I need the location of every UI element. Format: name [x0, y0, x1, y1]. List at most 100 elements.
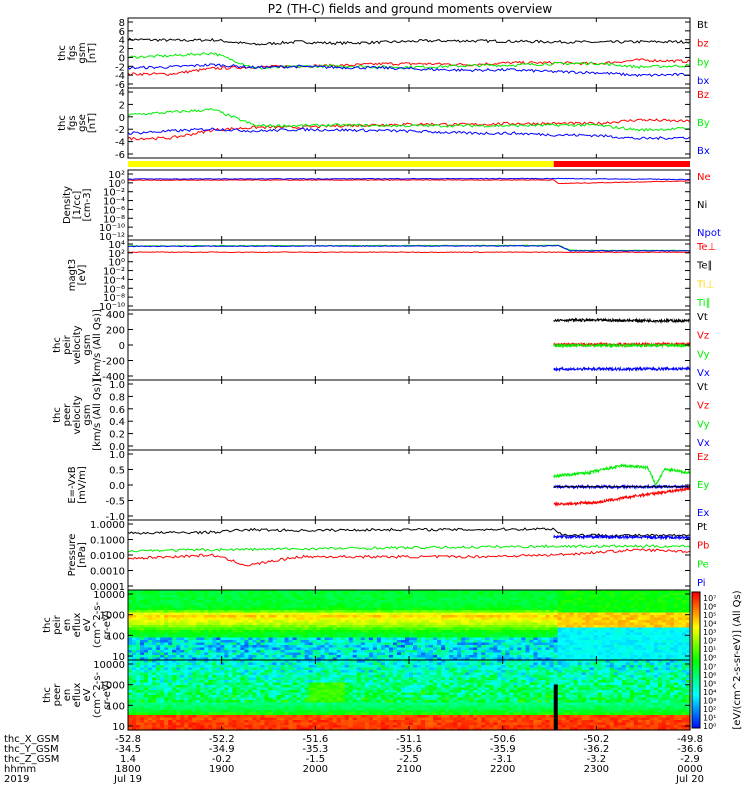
- y-tick-label: -2: [115, 125, 125, 136]
- legend-Vy: Vy: [697, 419, 710, 430]
- panel-peer-eflux: 10000 1000 100 10 thc peer en eflux eV (cm^2-s-sr…: [42, 659, 691, 733]
- colorbar-tick-label: 10¹: [703, 645, 716, 654]
- y-tick-label: 0.0010: [90, 567, 125, 578]
- y-tick-label: 400: [106, 310, 125, 321]
- legend-bz: bz: [697, 39, 709, 50]
- y-tick-label: 0.2: [109, 430, 125, 441]
- y-label-line: [nT]: [87, 113, 98, 133]
- colorbar-label: [eV/(cm^2-s-sr-eV)] (All Qs): [732, 590, 743, 729]
- colorbar-tick-label: 10²: [703, 637, 716, 646]
- x-row-label: hhmm: [4, 764, 36, 775]
- y-tick-label: -2: [115, 62, 125, 73]
- colorbar-tick-label: 10²: [703, 705, 716, 714]
- colorbar-tick-label: 10⁶: [703, 603, 716, 612]
- colorbar-tick-label: 10⁴: [703, 620, 716, 629]
- y-label-line: gse: [77, 114, 88, 132]
- series-Pe: [127, 544, 691, 553]
- x-col-value: -49.8: [677, 734, 703, 745]
- panel-density: 10²10⁰10⁻²10⁻⁴10⁻⁶10⁻⁸10⁻¹⁰10⁻¹²Density[…: [62, 169, 721, 243]
- legend-By: By: [697, 118, 710, 129]
- series-by: [127, 52, 691, 70]
- x-col-value: -2.9: [680, 754, 700, 765]
- series-Bx: [127, 127, 691, 141]
- legend-Ne: Ne: [697, 172, 711, 183]
- panel-frame: [127, 379, 691, 451]
- y-label-line: thc: [57, 115, 68, 131]
- y-label-line: eflux: [72, 683, 83, 708]
- panel-peir-eflux: 10000 1000 100 10 thc peir en eflux eV (cm^2-s-sr…: [42, 589, 691, 663]
- y-label-line: en: [62, 689, 73, 702]
- x-col-value: -3.2: [587, 754, 607, 765]
- legend-Ey: Ey: [697, 480, 709, 491]
- legend-Ex: Ex: [697, 508, 709, 519]
- x-col-value: 0000: [677, 764, 702, 775]
- y-label-line: peer: [52, 683, 63, 707]
- legend-Vy: Vy: [697, 349, 710, 360]
- colorbar-tick-label: 10⁰: [703, 654, 716, 663]
- legend-Npot: Npot: [697, 228, 721, 239]
- panel-frame: [127, 519, 691, 591]
- legend-Vx: Vx: [697, 438, 710, 449]
- y-label-line: thc: [52, 337, 63, 353]
- y-axis-label: magt3 [eV]: [67, 259, 88, 292]
- y-axis-label: E=-VxB [mV/m]: [67, 466, 88, 504]
- colorbar-tick-label: 10⁵: [703, 679, 716, 688]
- x-row-label: thc_Z_GSM: [4, 754, 59, 765]
- legend-Vt: Vt: [697, 312, 708, 323]
- x-col-value: 2100: [396, 764, 421, 775]
- y-label-line: thc: [57, 45, 68, 61]
- mode-bar-burst: [553, 161, 690, 167]
- colorbar-tick-label: 10⁶: [703, 671, 716, 680]
- colorbar-tick-label: 10⁷: [703, 594, 716, 603]
- series-Bt: [127, 37, 691, 46]
- y-tick-label: 10⁻⁸: [103, 214, 125, 225]
- y-label-line: [nT]: [87, 43, 98, 63]
- y-axis-label: thc peer velocity gsm [km/s (All Qs)]: [52, 379, 103, 451]
- y-label-line: thc: [42, 617, 53, 633]
- colorbar-tick-label: 10⁵: [703, 611, 716, 620]
- y-axis-label: thc peir velocity gsm [km/s (All Qs)]: [52, 309, 103, 381]
- panel-frame: [127, 449, 691, 521]
- y-tick-label: 10000: [93, 660, 125, 671]
- y-label-line: E=-VxB: [67, 466, 78, 503]
- legend-Pi: Pi: [697, 578, 706, 589]
- x-col-value: 1900: [209, 764, 234, 775]
- legend-Bt: Bt: [697, 20, 708, 31]
- y-tick-label: 0.4: [109, 417, 125, 428]
- y-label-line: en: [62, 619, 73, 632]
- series-Te⊥: [128, 251, 691, 254]
- y-label-line: gsm: [82, 334, 93, 355]
- y-label-line: (cm^2-s-: [92, 671, 103, 718]
- y-tick-label: 0.1000: [90, 536, 125, 547]
- y-label-line: Pressure: [67, 534, 78, 577]
- y-label-line: [1/cc]: [72, 191, 83, 220]
- colorbar-tick-label: 10¹: [703, 713, 716, 722]
- series-Vy: [553, 342, 691, 349]
- panel-efield: 1.0 0.5 0.0 -0.5 -1.0 E=-VxB [mV/m] Ez Ey Ex: [67, 449, 709, 523]
- mode-bar: [128, 161, 690, 167]
- y-tick-label: 8: [119, 18, 125, 29]
- y-label-line: sr-eV): [102, 680, 113, 709]
- legend-Ni: Ni: [697, 200, 707, 211]
- y-label-line: eV: [82, 688, 93, 701]
- y-axis-label: thc fgs gsm [nT]: [57, 42, 98, 63]
- y-tick-label: 1000: [100, 681, 125, 692]
- x-col-value: -35.6: [396, 744, 422, 755]
- y-tick-label: 1.0000: [90, 520, 125, 531]
- y-label-line: velocity: [72, 395, 83, 434]
- x-col-value: -51.1: [396, 734, 422, 745]
- x-col-value: -2.5: [399, 754, 419, 765]
- y-label-line: velocity: [72, 325, 83, 364]
- x-col-value: -36.6: [677, 744, 703, 755]
- y-tick-label: 10⁻⁴: [103, 275, 125, 286]
- y-tick-label: 10⁻⁴: [103, 197, 125, 208]
- y-tick-label: 1.0: [109, 450, 125, 461]
- x-col-value: -3.1: [493, 754, 513, 765]
- legend-Pe: Pe: [697, 559, 709, 570]
- y-tick-label: 1000: [100, 611, 125, 622]
- y-label-line: [eV]: [77, 265, 88, 286]
- series-By: [127, 108, 691, 133]
